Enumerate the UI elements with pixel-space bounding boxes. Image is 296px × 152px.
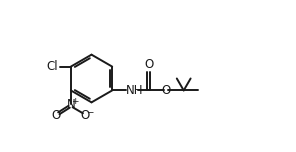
Text: Cl: Cl: [46, 60, 58, 73]
Text: +: +: [71, 97, 79, 106]
Text: O: O: [144, 58, 153, 71]
Text: O: O: [52, 109, 61, 122]
Text: NH: NH: [126, 84, 144, 97]
Text: N: N: [67, 98, 75, 112]
Text: O: O: [161, 84, 170, 97]
Text: −: −: [86, 107, 93, 116]
Text: O: O: [81, 109, 90, 122]
